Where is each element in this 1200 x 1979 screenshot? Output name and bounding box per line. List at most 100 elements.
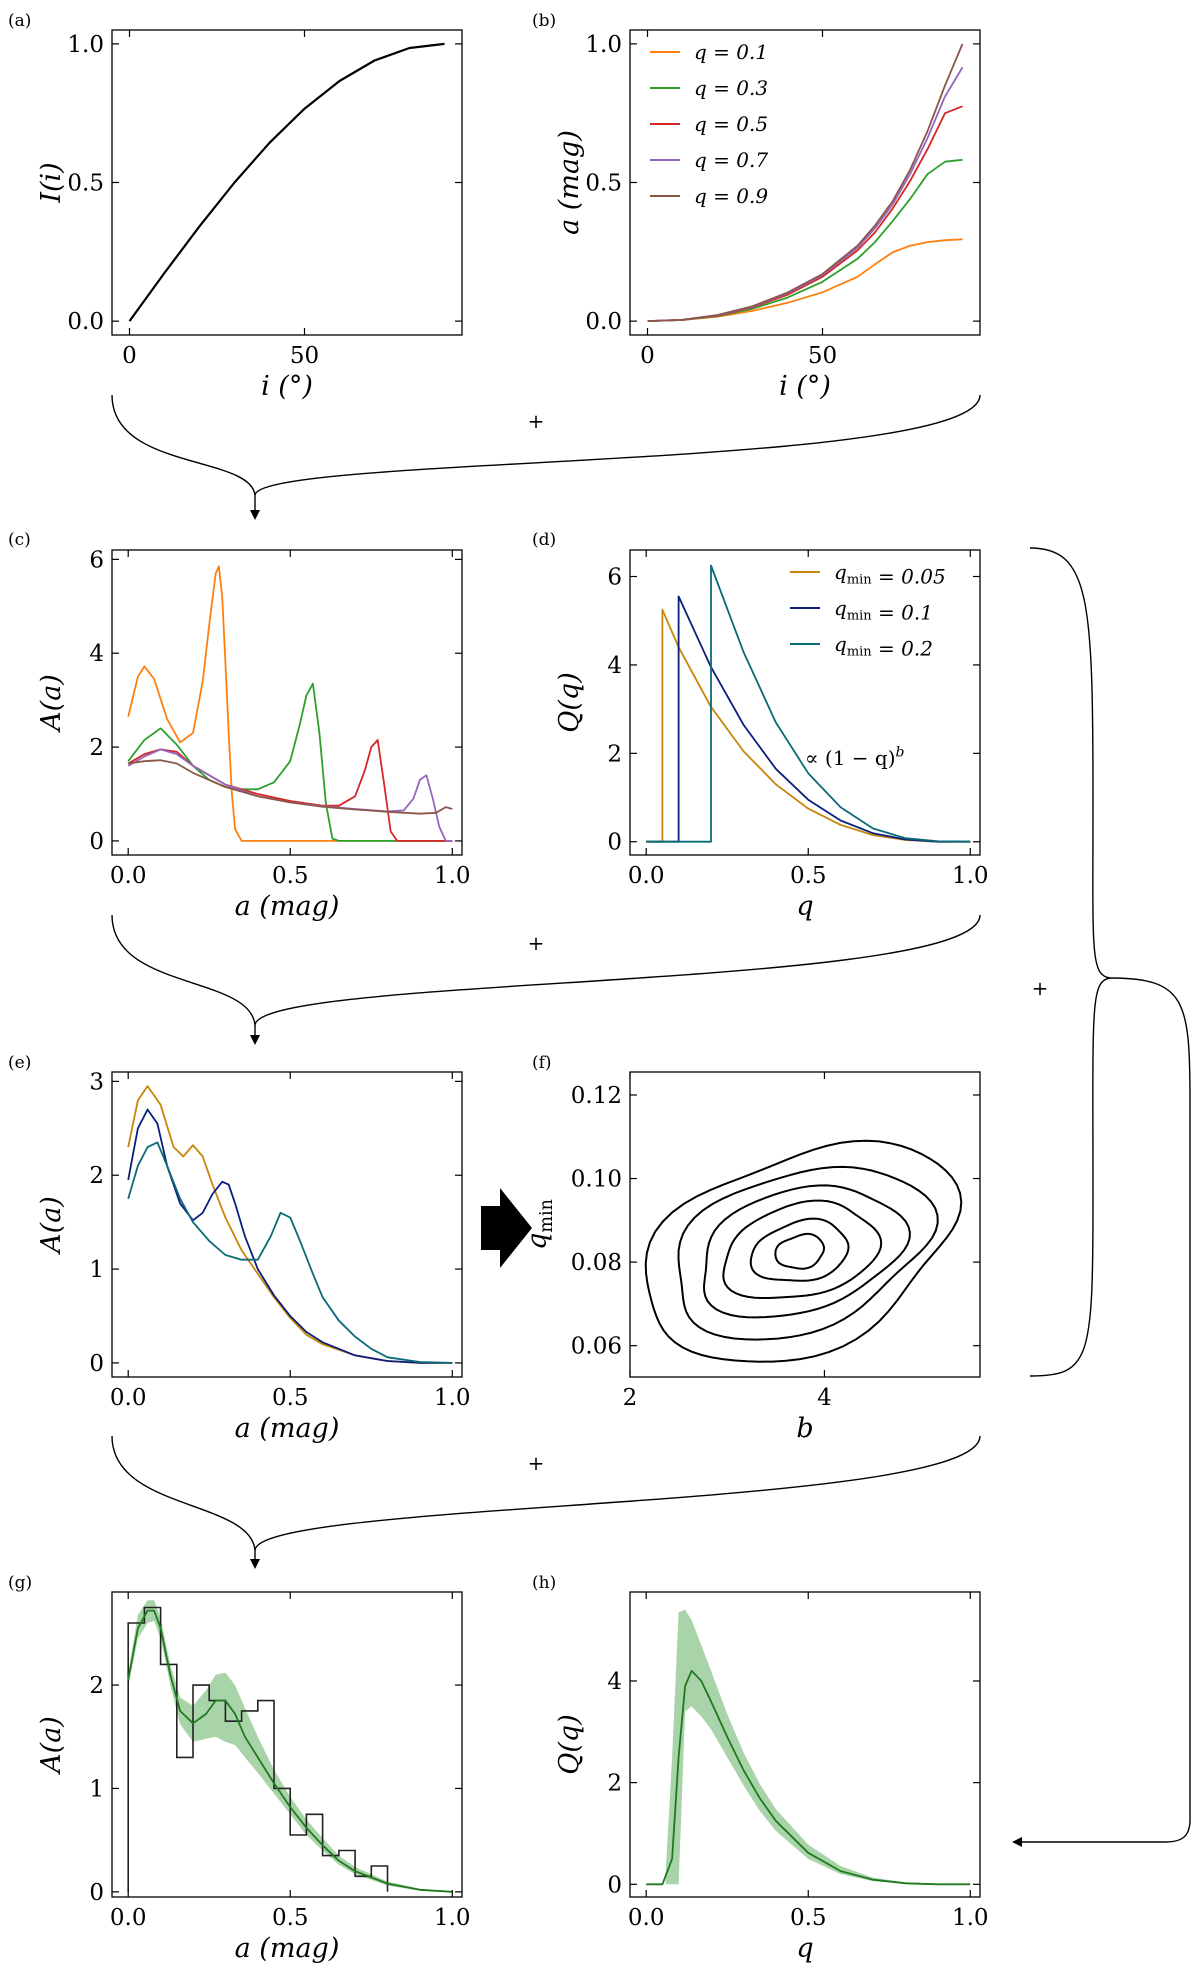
xlabel-a: i (°) xyxy=(261,371,313,402)
axes-frame-c xyxy=(111,549,463,856)
ylabel-d: Q(q) xyxy=(554,672,585,733)
brace-ef-to-g xyxy=(111,1435,981,1551)
xlabel-h: q xyxy=(796,1933,813,1964)
legend-label-b-0: q = 0.1 xyxy=(694,40,768,64)
ytick-label-e-0: 0 xyxy=(89,1351,104,1377)
legend-label-d-0: qmin = 0.05 xyxy=(834,560,946,589)
ytick-label-c-3: 6 xyxy=(89,547,104,573)
plus-signs: + + + + xyxy=(528,409,1049,1475)
series-line-c-2 xyxy=(127,739,453,842)
xtick-label-d-2: 1.0 xyxy=(952,863,989,889)
ytick-label-a-0: 0.0 xyxy=(67,309,104,335)
series-line-c-1 xyxy=(127,682,453,842)
ylabel-c: A(a) xyxy=(36,674,67,734)
plus-sign-ab: + xyxy=(528,409,545,433)
ytick-label-a-1: 0.5 xyxy=(67,171,104,197)
ylabel-h: Q(q) xyxy=(554,1714,585,1775)
ylabel-f: qmin xyxy=(522,1199,557,1250)
arrowhead-to-c xyxy=(250,510,260,520)
data-group-h xyxy=(646,1609,971,1886)
ytick-label-b-1: 0.5 xyxy=(585,171,622,197)
series-line-h-0 xyxy=(646,1669,971,1886)
panel-a: (a) 0 50 0.0 0.5 1.0 i (°) I(i) xyxy=(8,11,463,402)
panel-label-d: (d) xyxy=(532,530,556,550)
plus-sign-cd: + xyxy=(528,931,545,955)
series-line-d-2 xyxy=(646,564,971,843)
xlabel-d: q xyxy=(796,891,813,922)
axes-frame-g xyxy=(111,1591,463,1898)
data-group-e xyxy=(127,1085,453,1364)
xtick-label-c-0: 0.0 xyxy=(110,863,147,889)
panel-g: (g) 0.0 0.5 1.0 0 1 2 a (mag) A(a) xyxy=(8,1573,471,1964)
xtick-label-a-1: 50 xyxy=(290,343,319,369)
panel-label-f: (f) xyxy=(532,1053,552,1073)
panel-label-h: (h) xyxy=(532,1573,556,1593)
ytick-label-b-2: 1.0 xyxy=(585,32,622,58)
axes-frame-e xyxy=(111,1071,463,1378)
ylabel-b: a (mag) xyxy=(554,130,585,235)
series-line-d-1 xyxy=(646,595,971,843)
xtick-label-g-2: 1.0 xyxy=(434,1905,471,1931)
arrowhead-to-h xyxy=(1012,1837,1022,1847)
ytick-label-g-1: 1 xyxy=(89,1776,104,1802)
xtick-label-g-0: 0.0 xyxy=(110,1905,147,1931)
data-group-g xyxy=(127,1600,453,1893)
ytick-label-d-0: 0 xyxy=(607,830,622,856)
ytick-label-f-2: 0.10 xyxy=(571,1167,622,1193)
xtick-label-f-0: 2 xyxy=(623,1385,638,1411)
axes-frame-h xyxy=(629,1591,981,1898)
ytick-label-c-0: 0 xyxy=(89,829,104,855)
ytick-label-b-0: 0.0 xyxy=(585,309,622,335)
xtick-label-h-2: 1.0 xyxy=(952,1905,989,1931)
legend-label-b-4: q = 0.9 xyxy=(694,184,768,208)
ytick-label-e-3: 3 xyxy=(89,1069,104,1095)
series-line-c-4 xyxy=(128,759,453,815)
ytick-label-h-1: 2 xyxy=(607,1771,622,1797)
panel-f: (f) 2 4 0.06 0.08 0.10 0.12 b qmin xyxy=(522,1053,981,1444)
series-line-e-2 xyxy=(127,1141,453,1364)
panel-c: (c) 0.0 0.5 1.0 0 2 4 6 a (mag) A(a) xyxy=(8,530,471,922)
series-line-e-1 xyxy=(127,1108,453,1364)
data-group-d xyxy=(646,564,971,843)
series-line-g-0 xyxy=(127,1609,453,1893)
ytick-label-a-2: 1.0 xyxy=(67,32,104,58)
xtick-label-c-2: 1.0 xyxy=(434,863,471,889)
brace-ab-to-c xyxy=(111,394,981,496)
panel-label-b: (b) xyxy=(532,11,556,31)
ytick-label-d-1: 2 xyxy=(607,741,622,767)
xtick-label-h-1: 0.5 xyxy=(790,1905,827,1931)
ytick-label-e-1: 1 xyxy=(89,1257,104,1283)
ytick-label-f-0: 0.06 xyxy=(571,1334,622,1360)
xlabel-c: a (mag) xyxy=(235,891,340,922)
legend-label-d-1: qmin = 0.1 xyxy=(834,596,933,625)
panel-d: (d) 0.0 0.5 1.0 0 2 4 6 q Q(q) qmin = 0.05 qmin = 0… xyxy=(532,530,989,922)
arrowhead-to-e xyxy=(250,1035,260,1045)
xlabel-b: i (°) xyxy=(779,371,831,402)
panel-label-a: (a) xyxy=(8,11,31,31)
series-line-e-0 xyxy=(127,1085,453,1364)
brace-cd-to-e xyxy=(111,914,981,1026)
legend-label-b-2: q = 0.5 xyxy=(694,112,768,136)
panel-label-c: (c) xyxy=(8,530,31,550)
series-line-c-0 xyxy=(127,565,453,842)
xlabel-g: a (mag) xyxy=(235,1933,340,1964)
ytick-label-d-2: 4 xyxy=(607,653,622,679)
ylabel-a: I(i) xyxy=(36,162,67,203)
xtick-label-b-1: 50 xyxy=(808,343,837,369)
xtick-label-e-2: 1.0 xyxy=(434,1385,471,1411)
connectors-group xyxy=(111,394,1191,1843)
panel-h: (h) 0.0 0.5 1.0 0 2 4 q Q(q) xyxy=(532,1573,989,1964)
panel-label-g: (g) xyxy=(8,1573,32,1593)
xtick-label-f-1: 4 xyxy=(817,1385,832,1411)
xlabel-e: a (mag) xyxy=(235,1413,340,1444)
ylabel-e: A(a) xyxy=(36,1196,67,1256)
ytick-label-g-2: 2 xyxy=(89,1673,104,1699)
xtick-label-b-0: 0 xyxy=(640,343,655,369)
contour-level-0 xyxy=(644,1139,963,1363)
uncertainty-band-h xyxy=(665,1609,971,1885)
xtick-label-d-1: 0.5 xyxy=(790,863,827,889)
plus-sign-right: + xyxy=(1032,976,1049,1000)
series-line-b-4 xyxy=(647,43,964,322)
annotation-d: ∝ (1 − q)b xyxy=(805,745,905,770)
